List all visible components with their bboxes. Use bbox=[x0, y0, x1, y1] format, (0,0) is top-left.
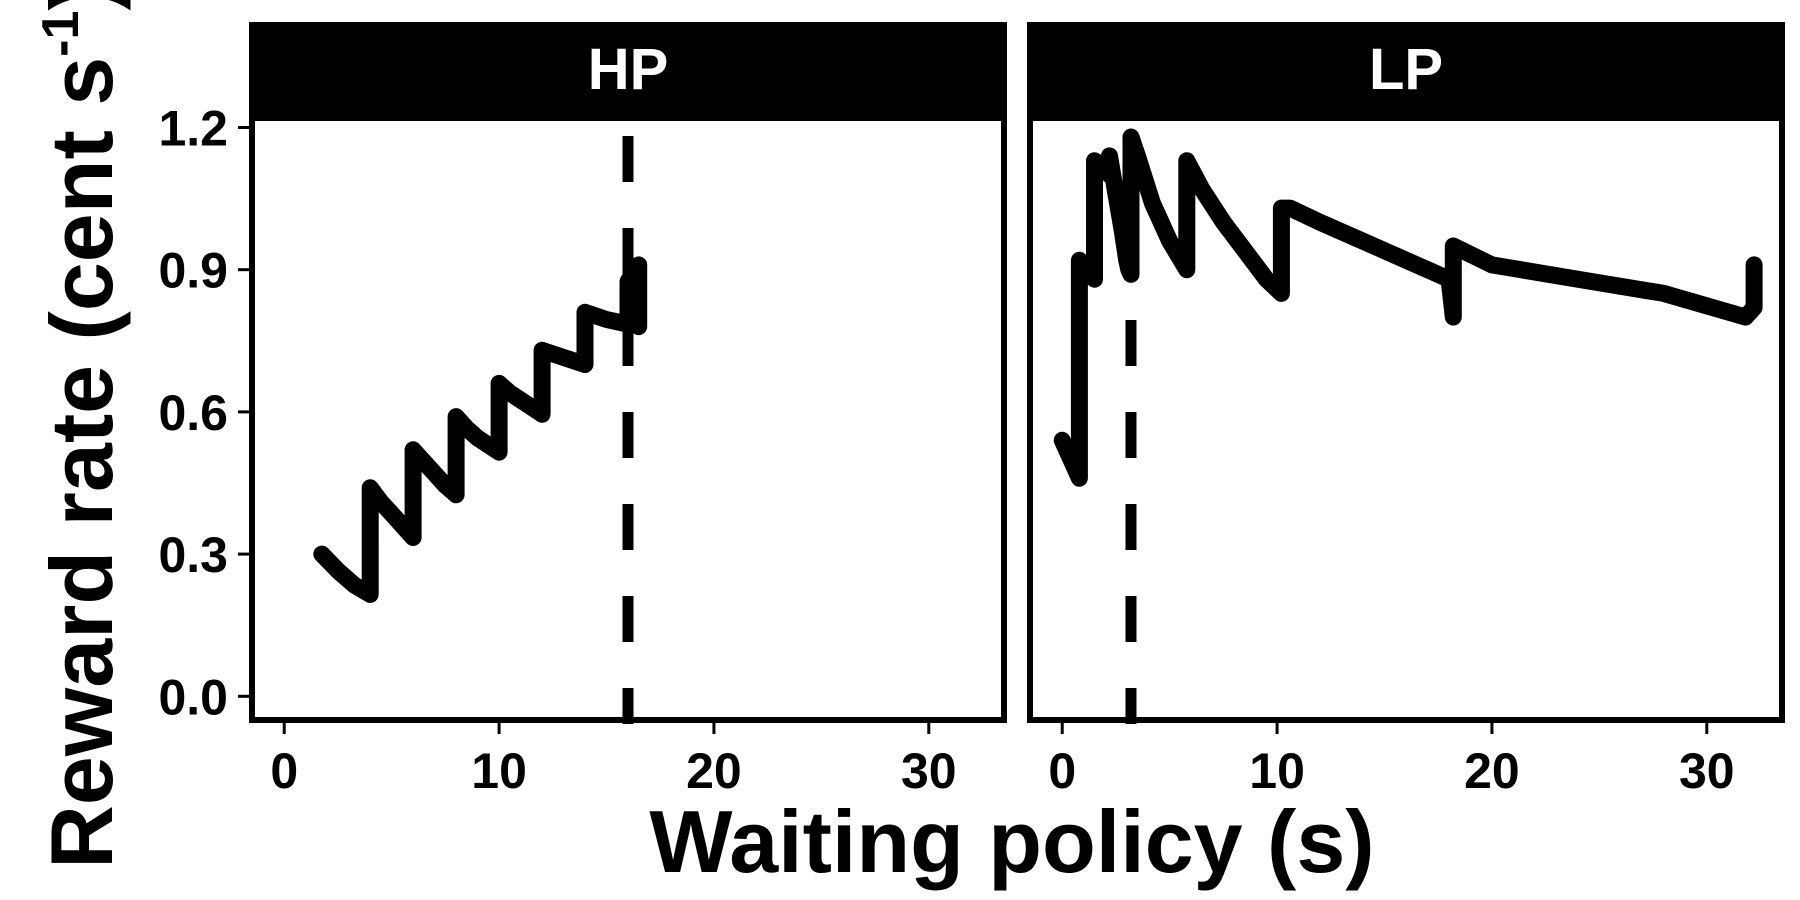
strip-label: HP bbox=[588, 37, 669, 102]
panel-hp: HP 0 10 20 30 bbox=[249, 22, 1007, 799]
x-tick-label: 20 bbox=[1464, 743, 1520, 799]
y-tick-label: 0.9 bbox=[158, 243, 228, 299]
x-axis-title: Waiting policy (s) bbox=[649, 792, 1374, 891]
strip-header bbox=[1027, 22, 1785, 118]
series-line-lp bbox=[1053, 128, 1763, 487]
x-tick-label: 0 bbox=[1048, 743, 1076, 799]
x-tick-label: 10 bbox=[1249, 743, 1305, 799]
y-axis-title-superscript: -1 bbox=[32, 11, 90, 57]
y-axis: 0.0 0.3 0.6 0.9 1.2 bbox=[158, 100, 249, 725]
panel-border bbox=[1027, 115, 1785, 723]
y-tick-label: 0.3 bbox=[158, 527, 228, 583]
x-tick-label: 0 bbox=[270, 743, 298, 799]
strip-label: LP bbox=[1369, 37, 1443, 102]
x-tick-label: 30 bbox=[1679, 743, 1735, 799]
x-tick-label: 30 bbox=[901, 743, 957, 799]
x-tick-label: 10 bbox=[471, 743, 527, 799]
y-tick-label: 1.2 bbox=[158, 100, 228, 156]
x-tick-label: 20 bbox=[686, 743, 742, 799]
facet-panels: HP 0 10 20 30 LP 0 10 20 30 bbox=[249, 22, 1785, 799]
y-tick-label: 0.6 bbox=[158, 385, 228, 441]
y-axis-title-close: ) bbox=[32, 0, 131, 11]
series-line-hp bbox=[313, 256, 648, 603]
panel-lp: LP 0 10 20 30 bbox=[1027, 22, 1785, 799]
y-tick-label: 0.0 bbox=[158, 669, 228, 725]
y-axis-title-main: Reward rate (cent s bbox=[32, 57, 131, 869]
y-axis-title: Reward rate (cent s-1) bbox=[32, 0, 131, 869]
strip-header bbox=[249, 22, 1007, 118]
